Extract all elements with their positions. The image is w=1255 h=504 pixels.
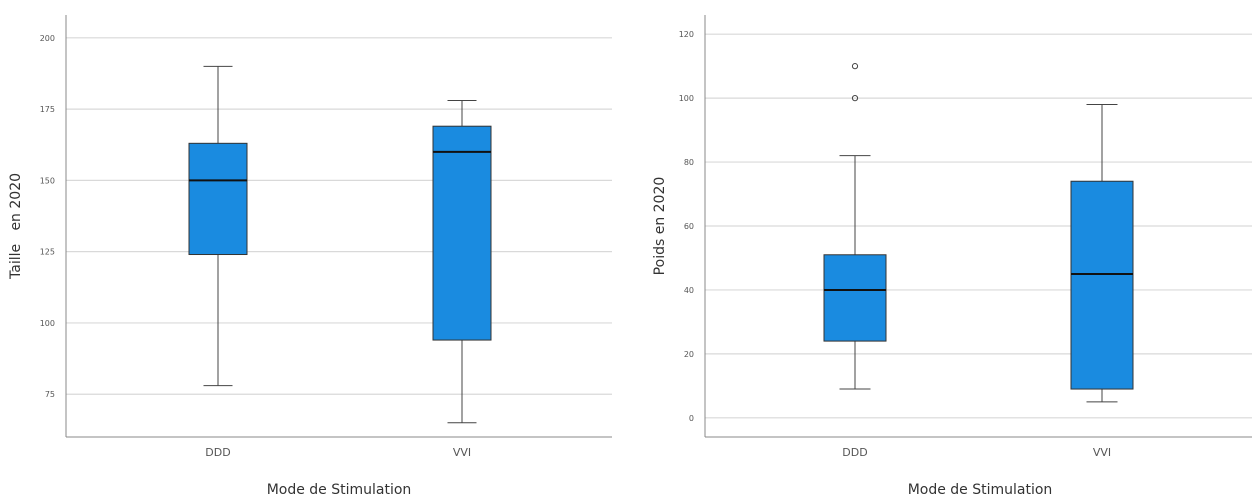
- iqr-box: [823, 254, 887, 342]
- outlier-point: [851, 63, 859, 70]
- box-ddd: [823, 63, 887, 390]
- iqr-box: [188, 142, 248, 256]
- y-tick-label: 60: [684, 222, 694, 231]
- y-tick-label: 100: [679, 94, 694, 103]
- iqr-box: [1070, 180, 1134, 390]
- y-axis-title: Taille en 2020: [8, 173, 24, 280]
- outlier-point: [851, 95, 859, 102]
- y-tick-label: 40: [684, 286, 694, 295]
- chart-panel-2: 0 20 40 60 80 100 120 DDD VVI Mode de Stimulation…: [652, 15, 1252, 498]
- y-axis-title: Poids en 2020: [652, 177, 668, 276]
- chart-panel-1: 75 100 125 150 175 200 DDD VVI Mode de Stimulati…: [8, 15, 612, 498]
- y-tick-label: 125: [40, 248, 55, 257]
- box-vvi: [432, 100, 492, 424]
- y-tick-label: 200: [40, 34, 55, 43]
- x-tick-label: DDD: [205, 446, 230, 459]
- x-axis-title: Mode de Stimulation: [267, 482, 412, 498]
- y-tick-label: 100: [40, 319, 55, 328]
- box-ddd: [188, 65, 248, 387]
- y-tick-label: 150: [40, 176, 55, 185]
- y-tick-label: 175: [40, 105, 55, 114]
- iqr-box: [432, 125, 492, 341]
- y-tick-label: 80: [684, 158, 694, 167]
- y-tick-label: 0: [689, 414, 694, 423]
- y-tick-label: 120: [679, 30, 694, 39]
- x-tick-label: VVI: [453, 446, 471, 459]
- y-tick-label: 75: [45, 390, 55, 399]
- x-tick-label: VVI: [1093, 446, 1111, 459]
- box-vvi: [1070, 104, 1134, 403]
- y-tick-label: 20: [684, 350, 694, 359]
- x-tick-label: DDD: [842, 446, 867, 459]
- x-axis-title: Mode de Stimulation: [908, 482, 1053, 498]
